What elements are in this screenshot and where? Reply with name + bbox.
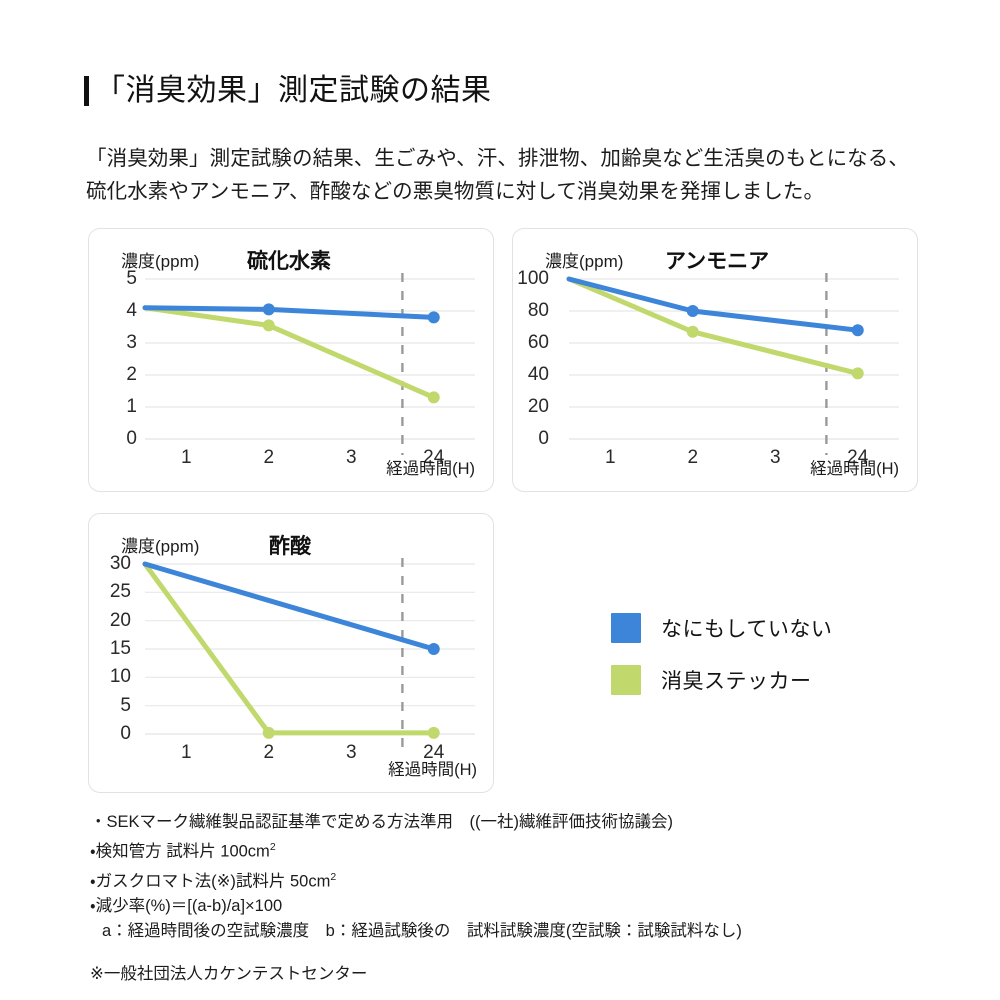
- x-tick-label: 24: [847, 447, 869, 468]
- lead-paragraph: 「消臭効果」測定試験の結果、生ごみや、汗、排泄物、加齢臭など生活臭のもとになる、…: [86, 142, 966, 208]
- chart-title: 硫化水素: [247, 250, 331, 273]
- x-tick-label: 1: [180, 742, 192, 763]
- x-tick-label: 1: [180, 447, 192, 468]
- series-data-point: [686, 325, 699, 338]
- x-tick-label: 2: [687, 447, 699, 468]
- lead-paragraph-line-2: 硫化水素やアンモニア、酢酸などの悪臭物質に対して消臭効果を発揮しました。: [86, 180, 825, 203]
- chart-card-ammonia: 濃度(ppm) アンモニア 100 80 60 40 20 0 1 2 3 24 経過時間(H): [512, 228, 918, 492]
- x-tick-label: 3: [345, 742, 357, 763]
- plot-area: [566, 273, 899, 455]
- plot-area: [142, 273, 475, 455]
- y-tick-label: 40: [527, 364, 549, 385]
- series-data-point: [262, 303, 275, 316]
- series-data-point: [427, 643, 440, 655]
- y-tick-label: 3: [126, 332, 137, 353]
- y-tick-label: 1: [126, 396, 137, 417]
- y-tick-label: 80: [527, 300, 549, 321]
- legend-label-sticker: 消臭ステッカー: [661, 670, 812, 693]
- x-axis-title: 経過時間(H): [388, 761, 477, 779]
- y-axis-unit-label: 濃度(ppm): [545, 252, 624, 271]
- footnote-line-2: ・検知管方 試料片 100cm2: [90, 835, 960, 865]
- chart-title: アンモニア: [665, 250, 770, 273]
- series-data-point: [427, 311, 440, 324]
- plot-area: [142, 558, 475, 750]
- legend-swatch-untreated: [611, 613, 641, 643]
- legend-item-untreated: なにもしていない: [611, 613, 832, 643]
- chart-svg: [142, 273, 475, 455]
- series-data-point: [262, 726, 275, 739]
- footnote-line-3: ・ガスクロマト法(※)試料片 50cm2: [90, 865, 960, 895]
- series-data-point: [427, 391, 440, 404]
- x-tick-label: 24: [423, 742, 445, 763]
- y-tick-label: 0: [126, 428, 137, 449]
- x-axis-title: 経過時間(H): [810, 460, 899, 478]
- page-title: 「消臭効果」測定試験の結果: [84, 76, 492, 106]
- footnote-line-5: a：経過時間後の空試験濃度 b：経過試験後の 試料試験濃度(空試験：試験試料なし…: [102, 922, 742, 940]
- y-tick-label: 20: [527, 396, 549, 417]
- y-tick-label: 100: [517, 268, 549, 289]
- footnote-line-6: ※一般社団法人カケンテストセンター: [90, 965, 368, 983]
- y-tick-label: 15: [109, 638, 131, 659]
- y-tick-label: 20: [109, 609, 131, 631]
- chart-card-hydrogen-sulfide: 濃度(ppm) 硫化水素 5 4 3 2 1 0 1 2 3 24 経過時間(H): [88, 228, 494, 492]
- series-line: [142, 561, 437, 652]
- y-tick-label: 5: [126, 268, 137, 289]
- footnote-line-4: ・減少率(%)＝[(a-b)/a]×100: [90, 897, 283, 915]
- footnote-line-1: ・SEKマーク繊維製品認証基準で定める方法準用 ((一社)繊維評価技術協議会): [90, 813, 673, 831]
- y-tick-label: 5: [120, 694, 131, 716]
- series-line: [142, 305, 437, 400]
- x-axis-title: 経過時間(H): [386, 460, 475, 478]
- x-tick-label: 3: [769, 447, 781, 468]
- y-tick-label: 10: [109, 666, 131, 688]
- chart-card-acetic-acid: 濃度(ppm) 酢酸 30 25 20 15 10 5 0 1 2 3 24 経過時間(H): [88, 513, 494, 793]
- legend-item-sticker: 消臭ステッカー: [611, 665, 832, 695]
- y-tick-label: 0: [538, 428, 549, 449]
- chart-svg: [566, 273, 899, 455]
- x-tick-label: 2: [263, 742, 275, 763]
- x-tick-label: 1: [604, 447, 616, 468]
- x-tick-label: 2: [263, 447, 275, 468]
- page-title-text: 「消臭効果」測定試験の結果: [95, 74, 492, 107]
- legend-swatch-sticker: [611, 665, 641, 695]
- series-data-point: [851, 324, 864, 337]
- footnote-spacer: [90, 944, 960, 962]
- x-tick-label: 24: [423, 447, 445, 468]
- chart-title: 酢酸: [269, 535, 311, 558]
- chart-legend: なにもしていない 消臭ステッカー: [611, 613, 832, 717]
- y-axis-unit-label: 濃度(ppm): [121, 252, 200, 271]
- series-data-point: [851, 367, 864, 380]
- lead-paragraph-line-1: 「消臭効果」測定試験の結果、生ごみや、汗、排泄物、加齢臭など生活臭のもとになる、: [86, 147, 909, 170]
- footnote-line-2-text: ・検知管方 試料片 100cm: [90, 842, 270, 861]
- footnotes: ・SEKマーク繊維製品認証基準で定める方法準用 ((一社)繊維評価技術協議会) …: [90, 810, 960, 987]
- footnote-line-2-superscript: 2: [269, 841, 276, 853]
- y-axis-unit-label: 濃度(ppm): [121, 537, 200, 556]
- series-data-point: [262, 319, 275, 332]
- y-tick-label: 60: [527, 332, 549, 353]
- y-tick-label: 0: [120, 723, 131, 744]
- footnote-line-3-text: ・ガスクロマト法(※)試料片 50cm: [90, 872, 331, 890]
- y-tick-label: 25: [109, 581, 131, 603]
- series-line: [566, 276, 861, 333]
- y-tick-label: 30: [109, 553, 131, 574]
- y-tick-label: 4: [126, 300, 137, 321]
- y-tick-label: 2: [126, 364, 137, 385]
- legend-label-untreated: なにもしていない: [661, 618, 833, 641]
- title-accent-bar: [84, 76, 89, 106]
- footnote-line-3-superscript: 2: [330, 870, 337, 883]
- chart-svg: [142, 558, 475, 750]
- x-tick-label: 3: [345, 447, 357, 468]
- series-data-point: [427, 726, 440, 739]
- series-data-point: [686, 305, 699, 317]
